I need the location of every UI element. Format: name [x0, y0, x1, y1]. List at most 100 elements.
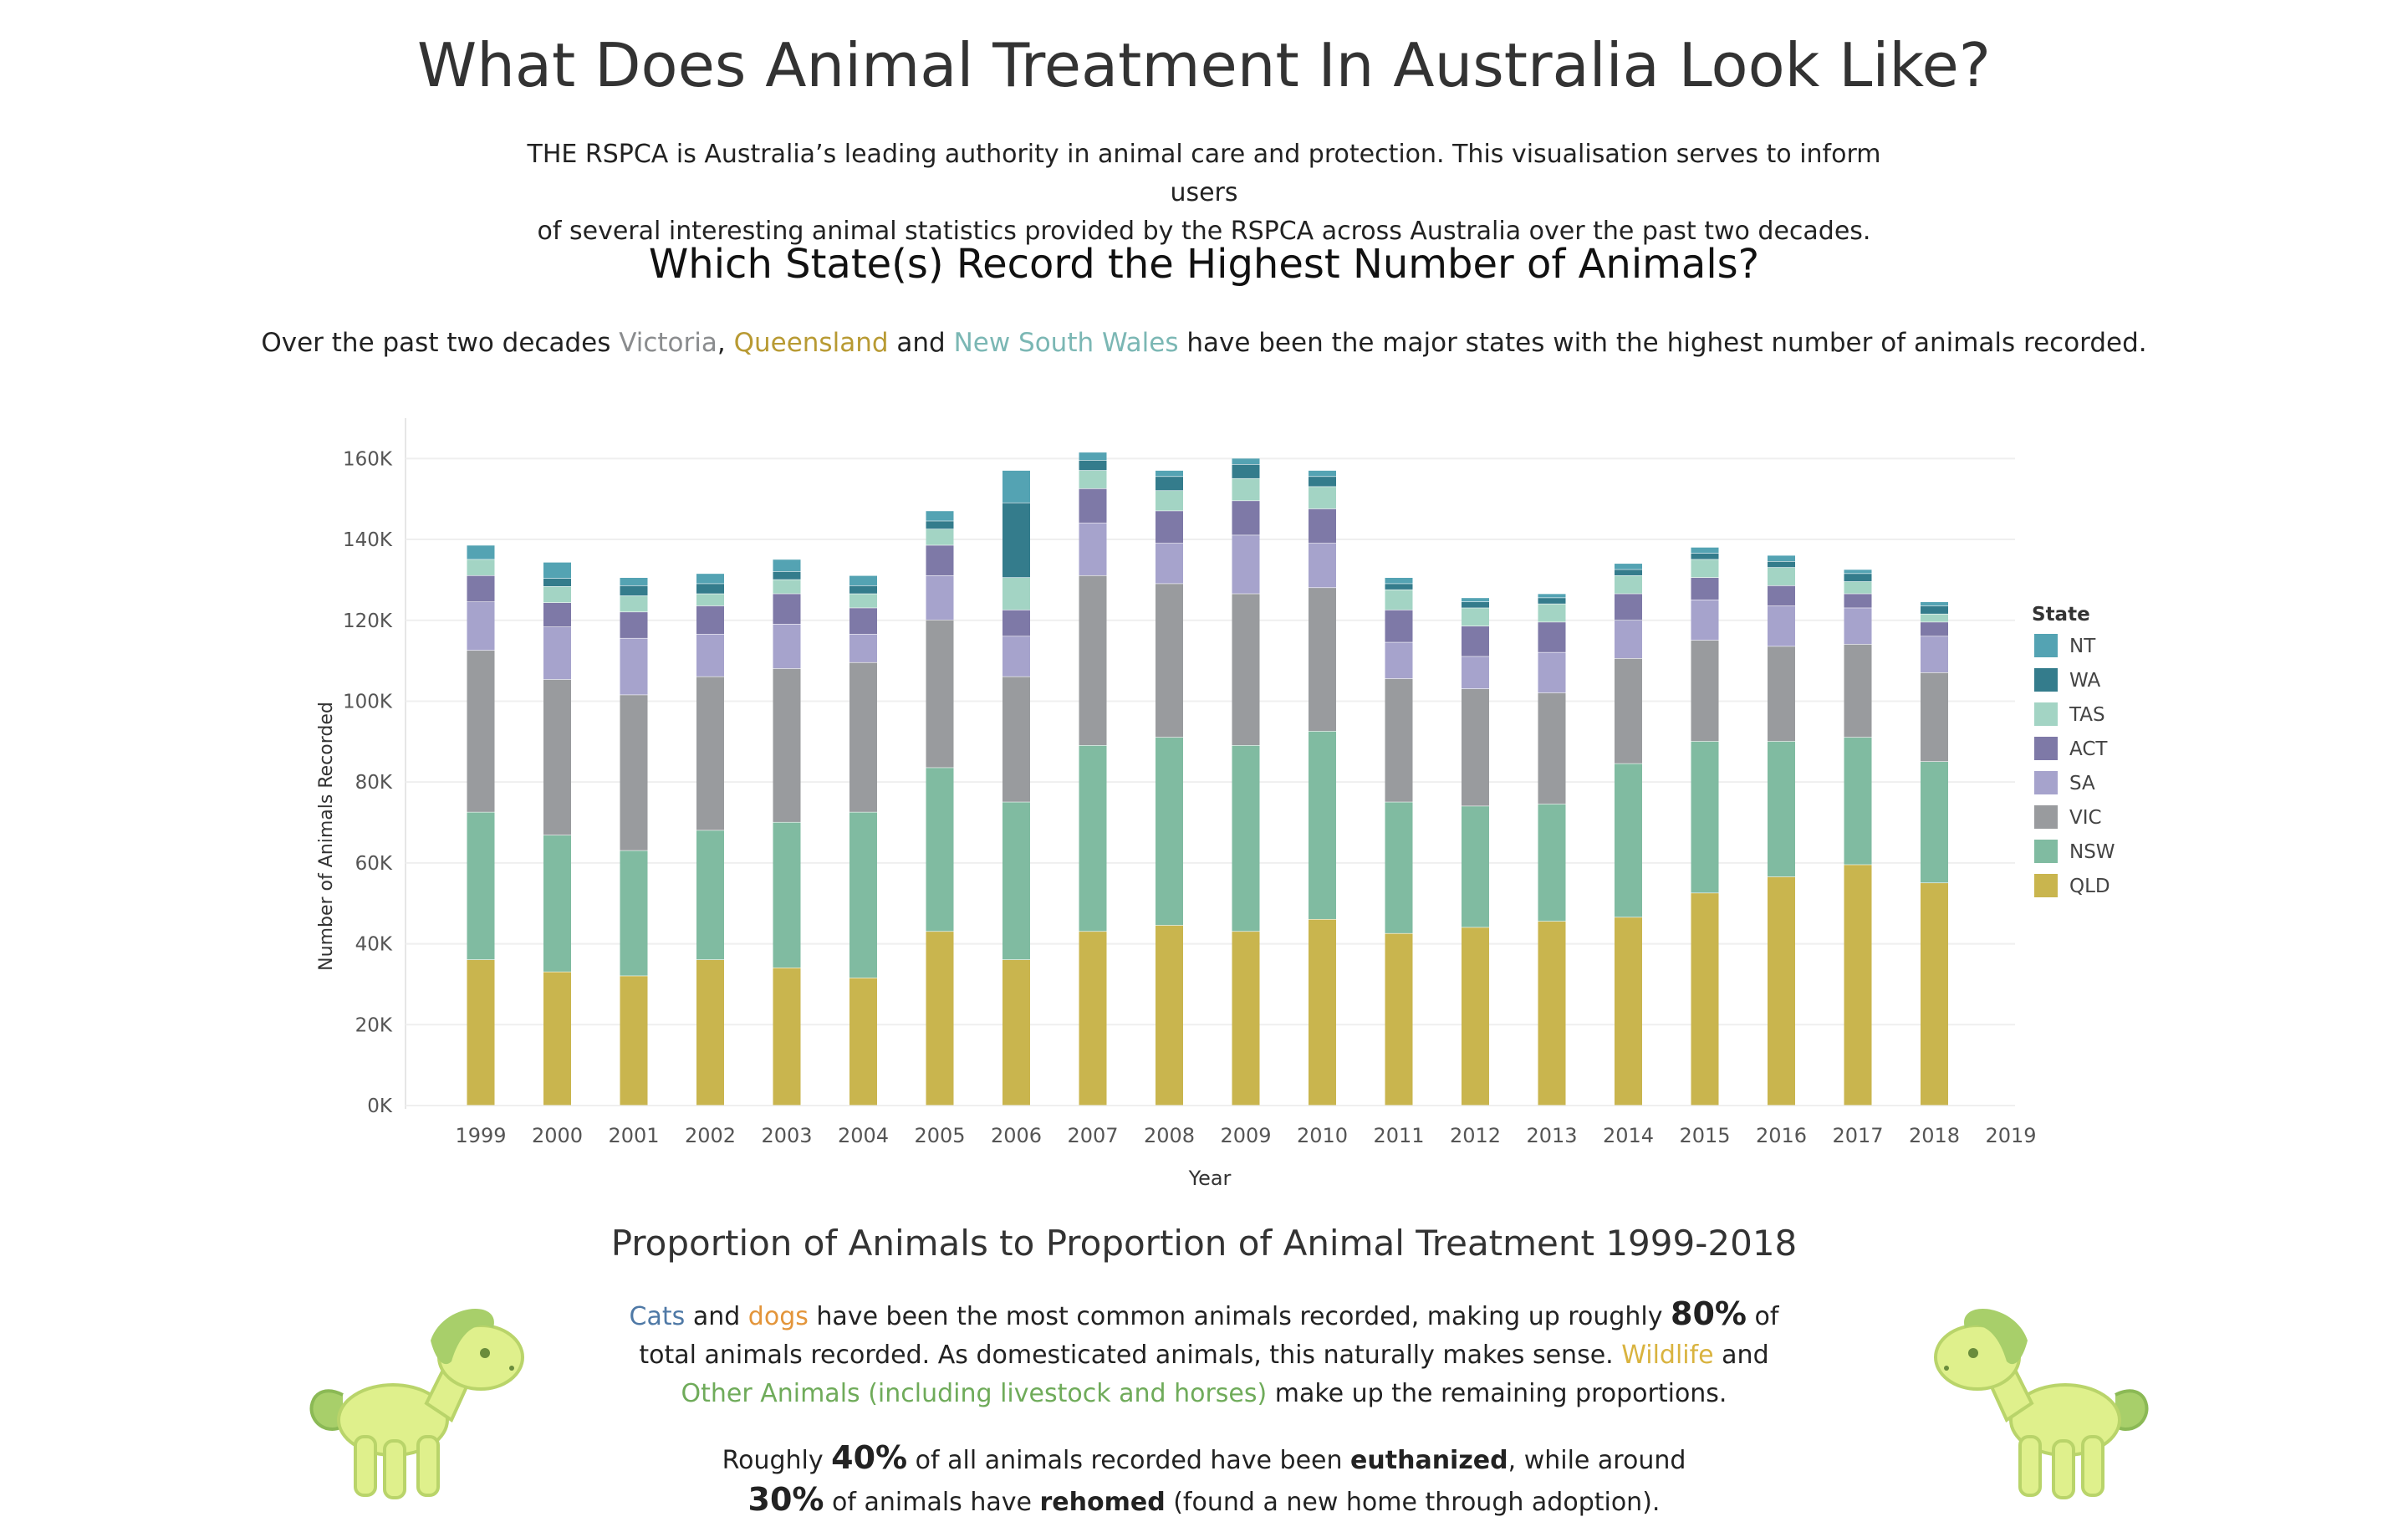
bar-segment-qld[interactable] — [1615, 917, 1642, 1106]
bar-segment-wa[interactable] — [1385, 584, 1413, 590]
bar-segment-qld[interactable] — [1691, 893, 1719, 1106]
bar-segment-vic[interactable] — [849, 662, 877, 812]
bar-segment-nsw[interactable] — [467, 812, 495, 960]
bar-segment-vic[interactable] — [1385, 678, 1413, 802]
bar-segment-wa[interactable] — [926, 521, 954, 529]
bar-segment-wa[interactable] — [849, 585, 877, 594]
legend-swatch-tas[interactable] — [2034, 702, 2058, 726]
bar-segment-nt[interactable] — [620, 577, 648, 586]
bar-segment-qld[interactable] — [849, 978, 877, 1106]
bar-segment-vic[interactable] — [926, 620, 954, 768]
bar-segment-nt[interactable] — [467, 545, 495, 559]
bar-segment-sa[interactable] — [1921, 636, 1948, 673]
bar-segment-nt[interactable] — [1538, 594, 1566, 598]
legend-swatch-nsw[interactable] — [2034, 840, 2058, 863]
bar-segment-sa[interactable] — [926, 575, 954, 621]
bar-segment-act[interactable] — [620, 612, 648, 638]
bar-segment-sa[interactable] — [1079, 523, 1107, 575]
bar-segment-qld[interactable] — [1921, 883, 1948, 1106]
bar-segment-nt[interactable] — [1002, 470, 1030, 503]
bar-segment-nsw[interactable] — [696, 830, 724, 960]
bar-segment-nsw[interactable] — [1615, 764, 1642, 917]
bar-segment-nt[interactable] — [1385, 577, 1413, 584]
bar-segment-sa[interactable] — [1462, 656, 1489, 689]
bar-segment-qld[interactable] — [1768, 876, 1795, 1106]
bar-segment-wa[interactable] — [1691, 553, 1719, 559]
bar-segment-nsw[interactable] — [1232, 745, 1260, 932]
bar-segment-act[interactable] — [1462, 626, 1489, 656]
legend-swatch-qld[interactable] — [2034, 874, 2058, 897]
bar-segment-vic[interactable] — [1232, 594, 1260, 746]
bar-segment-qld[interactable] — [926, 932, 954, 1106]
bar-segment-sa[interactable] — [1385, 642, 1413, 679]
bar-segment-nt[interactable] — [1232, 458, 1260, 465]
bar-segment-tas[interactable] — [849, 594, 877, 608]
bar-segment-sa[interactable] — [1844, 608, 1872, 645]
bar-segment-qld[interactable] — [1844, 865, 1872, 1106]
bar-segment-nsw[interactable] — [849, 812, 877, 978]
bar-segment-act[interactable] — [1844, 594, 1872, 608]
bar-segment-qld[interactable] — [1462, 927, 1489, 1106]
bar-segment-qld[interactable] — [773, 968, 801, 1106]
bar-segment-wa[interactable] — [773, 571, 801, 580]
stacked-bar-chart[interactable]: 0K 20K 40K 60K 80K 100K 120K 140K 160K 1999 2000 2… — [0, 0, 2408, 1213]
bar-segment-act[interactable] — [696, 605, 724, 635]
bar-segment-nt[interactable] — [1768, 555, 1795, 562]
bar-segment-tas[interactable] — [1309, 487, 1336, 509]
bar-segment-sa[interactable] — [467, 602, 495, 651]
bar-segment-vic[interactable] — [1768, 646, 1795, 742]
bar-segment-act[interactable] — [1615, 594, 1642, 621]
bar-segment-sa[interactable] — [1691, 600, 1719, 641]
bar-segment-tas[interactable] — [467, 559, 495, 575]
bar-segment-vic[interactable] — [1079, 575, 1107, 746]
bar-segment-nt[interactable] — [1615, 564, 1642, 569]
bar-segment-tas[interactable] — [1768, 567, 1795, 586]
chart-bars[interactable] — [467, 452, 1949, 1106]
bar-segment-nt[interactable] — [1079, 452, 1107, 461]
bar-segment-tas[interactable] — [1385, 590, 1413, 610]
bar-segment-nsw[interactable] — [1462, 806, 1489, 927]
bar-segment-wa[interactable] — [543, 578, 571, 587]
bar-segment-tas[interactable] — [1691, 559, 1719, 578]
bar-segment-tas[interactable] — [1462, 608, 1489, 626]
bar-segment-nt[interactable] — [773, 559, 801, 572]
bar-segment-tas[interactable] — [773, 580, 801, 594]
bar-segment-nt[interactable] — [849, 575, 877, 586]
bar-segment-vic[interactable] — [1156, 584, 1183, 738]
bar-segment-qld[interactable] — [696, 959, 724, 1106]
bar-segment-vic[interactable] — [1615, 658, 1642, 764]
bar-segment-tas[interactable] — [1615, 575, 1642, 594]
bar-segment-wa[interactable] — [1232, 464, 1260, 478]
bar-segment-tas[interactable] — [543, 586, 571, 603]
bar-segment-tas[interactable] — [1232, 478, 1260, 501]
bar-segment-vic[interactable] — [1309, 588, 1336, 732]
bar-segment-nt[interactable] — [1921, 602, 1948, 606]
bar-segment-nsw[interactable] — [926, 768, 954, 932]
bar-segment-qld[interactable] — [1002, 959, 1030, 1106]
bar-segment-qld[interactable] — [1309, 919, 1336, 1106]
bar-segment-nsw[interactable] — [1079, 745, 1107, 932]
legend-swatch-wa[interactable] — [2034, 668, 2058, 692]
bar-segment-nsw[interactable] — [1844, 737, 1872, 865]
bar-segment-tas[interactable] — [1921, 614, 1948, 622]
bar-segment-wa[interactable] — [620, 585, 648, 596]
bar-segment-tas[interactable] — [696, 594, 724, 606]
bar-segment-nt[interactable] — [1844, 569, 1872, 574]
bar-segment-sa[interactable] — [1538, 652, 1566, 693]
bar-segment-nsw[interactable] — [1538, 804, 1566, 922]
bar-segment-nsw[interactable] — [1002, 802, 1030, 960]
bar-segment-nsw[interactable] — [543, 835, 571, 972]
bar-segment-wa[interactable] — [1921, 605, 1948, 614]
bar-segment-wa[interactable] — [1462, 602, 1489, 608]
bar-segment-qld[interactable] — [1538, 921, 1566, 1106]
bar-segment-sa[interactable] — [696, 634, 724, 677]
bar-segment-qld[interactable] — [467, 959, 495, 1106]
bar-segment-tas[interactable] — [1844, 581, 1872, 594]
bar-segment-nsw[interactable] — [1385, 802, 1413, 933]
bar-segment-sa[interactable] — [773, 624, 801, 669]
bar-segment-sa[interactable] — [1232, 535, 1260, 594]
bar-segment-sa[interactable] — [1156, 543, 1183, 584]
bar-segment-act[interactable] — [1921, 622, 1948, 636]
bar-segment-act[interactable] — [1156, 511, 1183, 544]
bar-segment-act[interactable] — [467, 575, 495, 602]
